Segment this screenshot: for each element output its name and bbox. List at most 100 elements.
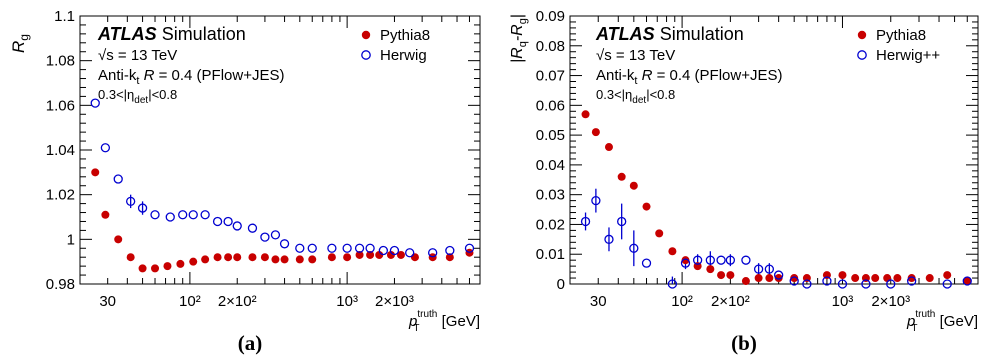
data-point: [428, 248, 438, 258]
y-tick-label: 1.08: [46, 53, 75, 70]
data-point: [580, 216, 591, 227]
data-point: [753, 264, 764, 274]
data-point: [307, 243, 317, 253]
data-point: [200, 210, 210, 220]
data-point: [212, 216, 223, 227]
data-point: [725, 255, 736, 265]
legend: Pythia8 Herwig++: [857, 27, 940, 64]
data-point: [943, 271, 952, 280]
data-point: [789, 276, 799, 286]
data-point: [354, 243, 365, 253]
data-point: [150, 210, 160, 220]
data-point: [295, 243, 305, 253]
x-axis: 30 10² 2×10² 10³ 2×10³: [79, 16, 481, 310]
data-point: [464, 243, 475, 253]
data-point: [389, 245, 400, 256]
data-point: [126, 253, 135, 262]
y-axis-label: |Rq-Rg|: [509, 14, 529, 63]
data-point: [188, 210, 198, 220]
y-tick-label: 0: [557, 276, 565, 293]
legend: Pythia8 Herwig: [361, 27, 430, 64]
data-point: [764, 264, 774, 274]
y-tick-label: 0.05: [536, 127, 565, 144]
data-point: [279, 239, 290, 249]
data-point: [260, 232, 270, 242]
legend-label-pythia8: Pythia8: [876, 27, 926, 44]
x-axis-label: ptruth T [GeV]: [408, 309, 480, 334]
data-point: [410, 253, 419, 262]
data-point: [327, 243, 337, 253]
data-point: [581, 110, 590, 119]
data-point: [355, 250, 364, 259]
data-point: [396, 250, 405, 259]
y-tick-label: 1.06: [46, 97, 75, 114]
data-point: [308, 255, 317, 264]
data-point: [717, 271, 726, 280]
y-tick-label: 1.1: [54, 8, 75, 25]
x-tick-label: 30: [99, 293, 116, 310]
data-point: [741, 255, 751, 265]
data-point: [883, 274, 892, 283]
data-point: [327, 253, 336, 262]
legend-marker-pythia8: [857, 30, 867, 40]
plot-frame: [569, 15, 979, 285]
data-point: [642, 202, 651, 211]
legend-marker-herwigpp: [857, 50, 867, 60]
data-point: [232, 221, 242, 231]
data-point: [822, 276, 832, 286]
data-point: [706, 265, 715, 274]
data-point: [886, 279, 896, 289]
data-point: [591, 128, 600, 137]
data-markers: [580, 110, 972, 289]
data-point: [101, 210, 110, 219]
legend-label-pythia8: Pythia8: [380, 27, 430, 44]
data-point: [774, 270, 784, 280]
data-point: [165, 212, 175, 222]
x-axis-label: ptruth T [GeV]: [906, 309, 978, 334]
data-point: [692, 255, 703, 265]
data-point: [681, 256, 690, 265]
data-point: [114, 235, 123, 244]
data-point: [386, 250, 395, 259]
data-point: [802, 279, 812, 289]
x-tick-label: 10³: [336, 293, 358, 310]
data-point: [270, 230, 281, 240]
data-point: [178, 210, 188, 220]
data-point: [405, 248, 415, 258]
data-point: [126, 196, 136, 207]
data-point: [716, 255, 726, 265]
data-point: [176, 259, 185, 268]
data-point: [445, 245, 455, 256]
data-point: [100, 143, 111, 153]
energy-label: √s = 13 TeV: [98, 47, 177, 64]
data-point: [741, 277, 750, 286]
data-point: [629, 243, 639, 253]
data-point: [295, 255, 304, 264]
data-point: [137, 203, 148, 213]
data-point: [375, 250, 384, 259]
data-point: [163, 262, 172, 271]
panel-label-a: (a): [238, 331, 263, 355]
data-point: [378, 245, 389, 256]
data-point: [754, 274, 763, 283]
data-point: [629, 181, 638, 190]
data-point: [260, 253, 269, 262]
data-point: [91, 168, 100, 177]
data-point: [151, 264, 160, 273]
data-point: [838, 271, 847, 280]
y-tick-label: 0.07: [536, 68, 565, 85]
y-axis: 0 0.01 0.02 0.03 0.04 0.05 0.06 0.07 0.08 0.09: [536, 8, 978, 293]
data-point: [765, 274, 774, 283]
y-tick-label: 0.02: [536, 216, 565, 233]
data-point: [790, 274, 799, 283]
data-point: [223, 216, 233, 227]
data-point: [280, 255, 289, 264]
data-point: [90, 98, 100, 108]
y-tick-label: 0.04: [536, 157, 565, 174]
legend-marker-herwig: [361, 50, 371, 60]
data-point: [233, 253, 242, 262]
data-point: [604, 234, 614, 244]
x-tick-label: 2×10³: [871, 293, 910, 310]
data-point: [201, 255, 210, 264]
